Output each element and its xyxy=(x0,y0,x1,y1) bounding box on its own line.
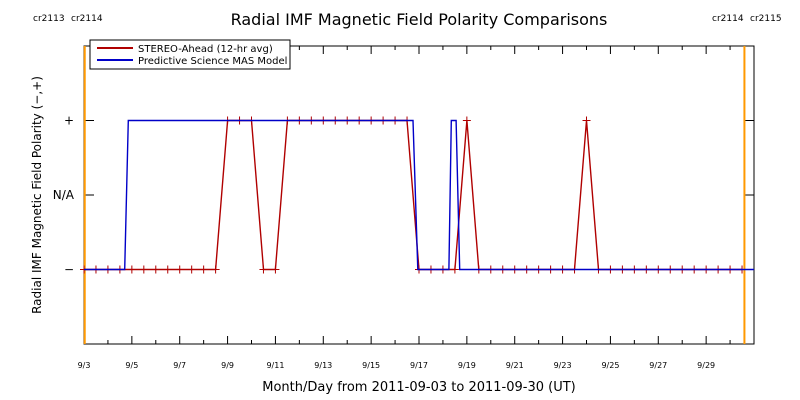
axis-ticks xyxy=(83,46,754,344)
x-tick-label: 9/25 xyxy=(601,361,619,370)
x-tick-label: 9/9 xyxy=(221,361,234,370)
data-point xyxy=(450,265,459,274)
data-point xyxy=(199,265,208,274)
x-tick-label: 9/3 xyxy=(78,361,91,370)
data-point xyxy=(259,265,268,274)
x-tick-label: 9/19 xyxy=(458,361,476,370)
data-point xyxy=(187,265,196,274)
data-point xyxy=(139,265,148,274)
plot-frame xyxy=(83,45,755,345)
y-axis-label: Radial IMF Magnetic Field Polarity (−,+) xyxy=(30,76,44,314)
series-line-0 xyxy=(84,119,742,271)
x-tick-label: 9/5 xyxy=(125,361,138,370)
data-point xyxy=(271,265,280,274)
data-point xyxy=(163,265,172,274)
x-tick-label: 9/13 xyxy=(314,361,332,370)
carrington-label-left-0: cr2113 xyxy=(33,14,65,24)
x-tick-label: 9/23 xyxy=(554,361,572,370)
carrington-label-left-1: cr2114 xyxy=(712,14,744,24)
x-tick-labels: 9/3 9/5 9/7 9/9 9/11 9/13 9/15 9/17 9/19 9/21 9/23… xyxy=(78,361,716,370)
x-tick-label: 9/27 xyxy=(649,361,667,370)
x-tick-label: 9/7 xyxy=(173,361,186,370)
series-line-1 xyxy=(84,119,754,271)
x-tick-label: 9/17 xyxy=(410,361,428,370)
x-tick-label: 9/21 xyxy=(506,361,524,370)
carrington-label-right-0: cr2114 xyxy=(71,14,103,24)
y-tick-label: − xyxy=(64,263,74,277)
data-point xyxy=(211,265,220,274)
y-tick-labels: + N/A − xyxy=(53,114,75,277)
chart-title: Radial IMF Magnetic Field Polarity Compa… xyxy=(231,10,608,29)
data-point xyxy=(127,265,136,274)
x-axis-label: Month/Day from 2011-09-03 to 2011-09-30 … xyxy=(262,380,575,395)
data-point xyxy=(151,265,160,274)
x-tick-label: 9/11 xyxy=(266,361,284,370)
y-tick-label: N/A xyxy=(53,188,75,202)
series-layer xyxy=(80,116,754,274)
legend-box xyxy=(89,39,291,70)
x-tick-label: 9/29 xyxy=(697,361,715,370)
data-point xyxy=(462,116,471,125)
data-point xyxy=(175,265,184,274)
carrington-markers: cr2113 cr2114 cr2114 cr2115 xyxy=(33,14,782,344)
x-tick-label: 9/15 xyxy=(362,361,380,370)
legend-label-mas-model: Predictive Science MAS Model xyxy=(138,56,287,67)
carrington-label-right-1: cr2115 xyxy=(750,14,782,24)
y-tick-label: + xyxy=(64,114,74,128)
data-point xyxy=(582,116,591,125)
legend: STEREO-Ahead (12-hr avg) Predictive Scie… xyxy=(89,39,291,70)
legend-label-stereo: STEREO-Ahead (12-hr avg) xyxy=(138,44,273,55)
